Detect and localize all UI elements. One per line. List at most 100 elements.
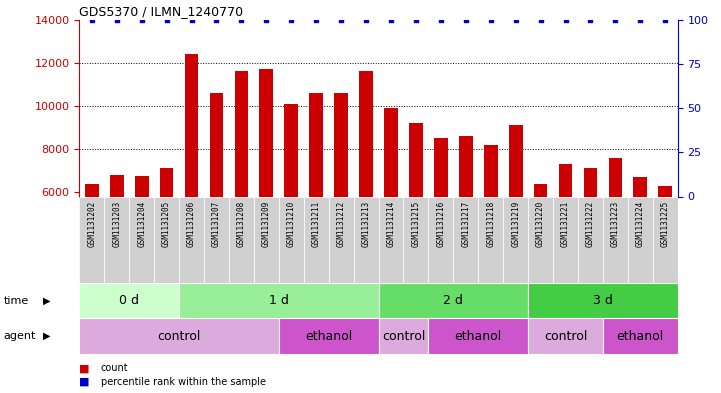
Bar [79, 283, 179, 318]
Bar [478, 196, 503, 283]
Text: GSM1131221: GSM1131221 [561, 201, 570, 247]
Text: GSM1131204: GSM1131204 [137, 201, 146, 247]
Text: ethanol: ethanol [305, 329, 353, 343]
Text: ethanol: ethanol [455, 329, 502, 343]
Text: 3 d: 3 d [593, 294, 613, 307]
Bar [583, 169, 597, 321]
Text: GSM1131215: GSM1131215 [412, 201, 420, 247]
Text: agent: agent [4, 331, 36, 341]
Text: GSM1131220: GSM1131220 [536, 201, 545, 247]
Bar [384, 108, 398, 321]
Text: control: control [157, 329, 200, 343]
Text: GSM1131209: GSM1131209 [262, 201, 271, 247]
Bar [428, 196, 454, 283]
Text: ▶: ▶ [43, 331, 50, 341]
Bar [160, 169, 174, 321]
Point [385, 17, 397, 23]
Text: GSM1131219: GSM1131219 [511, 201, 520, 247]
Bar [284, 104, 298, 321]
Text: GSM1131224: GSM1131224 [636, 201, 645, 247]
Bar [210, 93, 224, 321]
Text: GSM1131223: GSM1131223 [611, 201, 620, 247]
Bar [260, 69, 273, 321]
Bar [459, 136, 473, 321]
Text: ▶: ▶ [43, 296, 50, 306]
Point [535, 17, 547, 23]
Bar [85, 184, 99, 321]
Bar [559, 164, 572, 321]
Point [585, 17, 596, 23]
Bar [528, 283, 678, 318]
Text: ethanol: ethanol [616, 329, 664, 343]
Text: GSM1131211: GSM1131211 [311, 201, 321, 247]
Point [286, 17, 297, 23]
Bar [179, 196, 204, 283]
Bar [105, 196, 129, 283]
Bar [329, 196, 353, 283]
Bar [603, 196, 628, 283]
Bar [534, 184, 547, 321]
Point [311, 17, 322, 23]
Bar [628, 196, 653, 283]
Bar [254, 196, 279, 283]
Bar [279, 318, 379, 354]
Point [510, 17, 521, 23]
Bar [653, 196, 678, 283]
Text: ■: ■ [79, 364, 90, 373]
Bar [154, 196, 179, 283]
Bar [428, 318, 528, 354]
Point [211, 17, 222, 23]
Text: ■: ■ [79, 377, 90, 387]
Bar [359, 72, 373, 321]
Bar [379, 283, 528, 318]
Text: GSM1131202: GSM1131202 [87, 201, 97, 247]
Bar [484, 145, 497, 321]
Bar [454, 196, 478, 283]
Bar [135, 176, 149, 321]
Bar [110, 175, 123, 321]
Text: 1 d: 1 d [269, 294, 288, 307]
Text: GSM1131225: GSM1131225 [660, 201, 670, 247]
Text: 0 d: 0 d [119, 294, 139, 307]
Bar [79, 318, 279, 354]
Point [136, 17, 147, 23]
Bar [179, 283, 379, 318]
Point [634, 17, 646, 23]
Bar [79, 196, 105, 283]
Point [335, 17, 347, 23]
Text: GDS5370 / ILMN_1240770: GDS5370 / ILMN_1240770 [79, 6, 244, 18]
Text: GSM1131214: GSM1131214 [386, 201, 396, 247]
Bar [503, 196, 528, 283]
Text: GSM1131222: GSM1131222 [586, 201, 595, 247]
Bar [528, 318, 603, 354]
Point [435, 17, 446, 23]
Point [186, 17, 198, 23]
Point [460, 17, 472, 23]
Bar [353, 196, 379, 283]
Bar [553, 196, 578, 283]
Text: GSM1131208: GSM1131208 [237, 201, 246, 247]
Bar [379, 318, 428, 354]
Text: GSM1131205: GSM1131205 [162, 201, 171, 247]
Text: count: count [101, 364, 128, 373]
Bar [528, 196, 553, 283]
Text: control: control [544, 329, 587, 343]
Bar [509, 125, 523, 321]
Bar [335, 93, 348, 321]
Point [360, 17, 372, 23]
Point [260, 17, 272, 23]
Text: time: time [4, 296, 29, 306]
Point [485, 17, 497, 23]
Text: GSM1131218: GSM1131218 [486, 201, 495, 247]
Bar [658, 186, 672, 321]
Bar [229, 196, 254, 283]
Bar [379, 196, 404, 283]
Bar [404, 196, 428, 283]
Bar [609, 158, 622, 321]
Text: control: control [382, 329, 425, 343]
Bar [304, 196, 329, 283]
Bar [309, 93, 323, 321]
Text: GSM1131212: GSM1131212 [337, 201, 345, 247]
Text: GSM1131213: GSM1131213 [361, 201, 371, 247]
Bar [129, 196, 154, 283]
